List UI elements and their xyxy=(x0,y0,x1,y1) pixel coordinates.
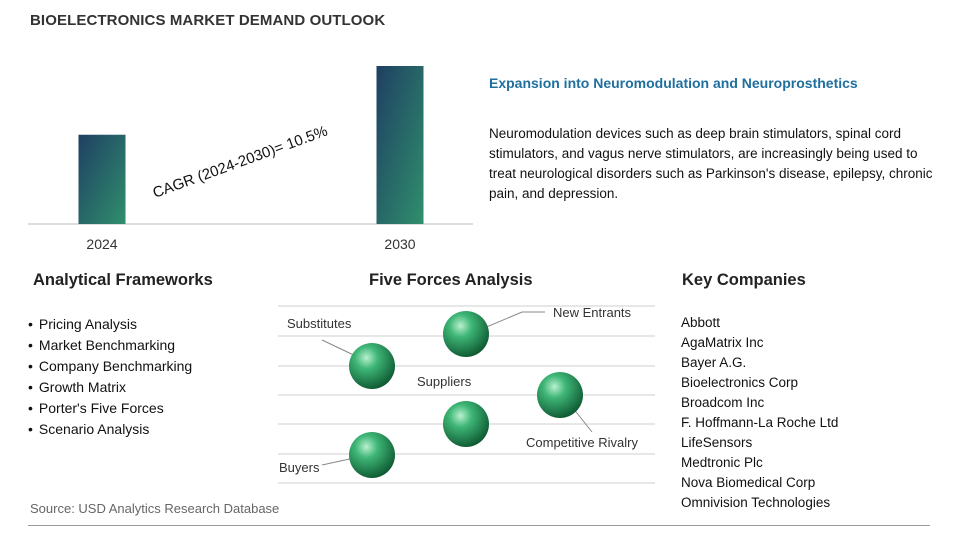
x-tick-label: 2024 xyxy=(86,236,117,252)
five-forces-heading: Five Forces Analysis xyxy=(369,271,533,289)
cagr-annotation: CAGR (2024-2030)= 10.5% xyxy=(151,123,330,202)
label-suppliers: Suppliers xyxy=(417,374,472,389)
label-substitutes: Substitutes xyxy=(287,316,352,331)
framework-item: Scenario Analysis xyxy=(28,419,192,440)
framework-item: Pricing Analysis xyxy=(28,314,192,335)
bar-2030 xyxy=(376,66,424,224)
framework-item: Company Benchmarking xyxy=(28,356,192,377)
highlight-headline: Expansion into Neuromodulation and Neuro… xyxy=(489,75,858,91)
sphere-suppliers xyxy=(443,401,489,447)
companies-heading: Key Companies xyxy=(682,271,806,289)
framework-item: Market Benchmarking xyxy=(28,335,192,356)
framework-item: Porter's Five Forces xyxy=(28,398,192,419)
source-note: Source: USD Analytics Research Database xyxy=(30,501,280,516)
company-item: Omnivision Technologies xyxy=(681,495,831,510)
company-item: F. Hoffmann-La Roche Ltd xyxy=(681,415,839,430)
company-item: Medtronic Plc xyxy=(681,455,763,470)
sphere-new-entrants xyxy=(443,311,489,357)
highlight-description: Neuromodulation devices such as deep bra… xyxy=(489,126,933,201)
frameworks-heading: Analytical Frameworks xyxy=(33,271,213,289)
company-item: AgaMatrix Inc xyxy=(681,335,764,350)
bar-2024 xyxy=(78,134,126,224)
sphere-competitive-rivalry xyxy=(537,372,583,418)
connector-competitive-rivalry xyxy=(564,397,593,433)
companies-list: Abbott AgaMatrix Inc Bayer A.G. Bioelect… xyxy=(681,313,838,513)
label-competitive-rivalry: Competitive Rivalry xyxy=(526,435,638,450)
connector-substitutes xyxy=(321,339,361,359)
connector-buyers xyxy=(321,454,369,466)
label-new-entrants: New Entrants xyxy=(553,305,632,320)
connector-new-entrants xyxy=(469,311,545,335)
market-bar-chart: 2024 2030 CAGR (2024-2030)= 10.5% xyxy=(28,66,473,252)
frameworks-list: Pricing Analysis Market Benchmarking Com… xyxy=(28,314,192,440)
sphere-buyers xyxy=(349,432,395,478)
bottom-divider xyxy=(28,525,930,526)
page-title: BIOELECTRONICS MARKET DEMAND OUTLOOK xyxy=(30,12,386,29)
x-tick-label: 2030 xyxy=(384,236,415,252)
company-item: Broadcom Inc xyxy=(681,395,765,410)
company-item: Abbott xyxy=(681,315,721,330)
company-item: LifeSensors xyxy=(681,435,753,450)
framework-item: Growth Matrix xyxy=(28,377,192,398)
label-buyers: Buyers xyxy=(279,460,320,475)
company-item: Bayer A.G. xyxy=(681,355,747,370)
sphere-substitutes xyxy=(349,343,395,389)
company-item: Bioelectronics Corp xyxy=(681,375,799,390)
company-item: Nova Biomedical Corp xyxy=(681,475,816,490)
